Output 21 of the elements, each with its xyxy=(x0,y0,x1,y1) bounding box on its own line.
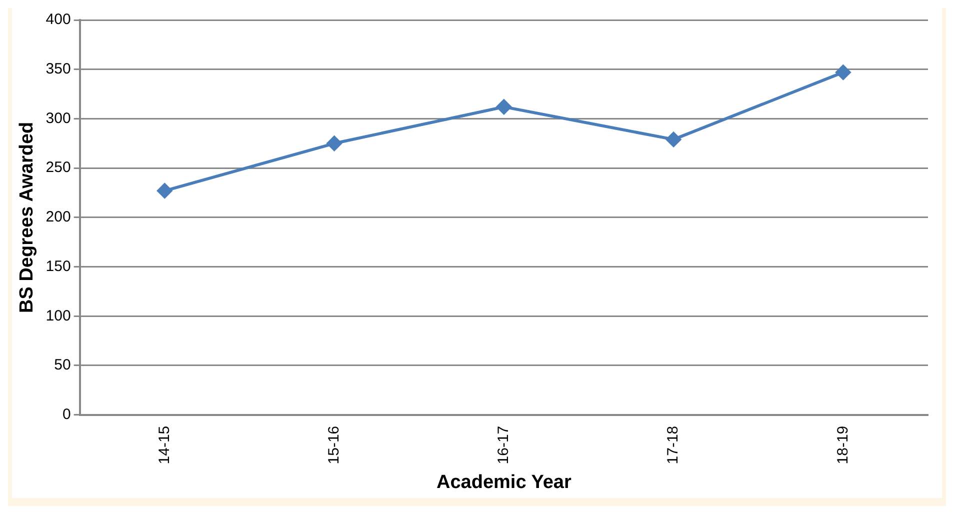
x-tick-label: 15-16 xyxy=(325,426,342,464)
point xyxy=(666,132,682,147)
x-tick-label: 14-15 xyxy=(156,426,173,464)
x-tick-label: 17-18 xyxy=(664,426,682,464)
y-axis-title: BS Degrees Awarded xyxy=(16,122,38,313)
point xyxy=(157,183,172,198)
point xyxy=(836,64,851,80)
y-tick-label: 250 xyxy=(46,159,71,176)
y-tick-label: 150 xyxy=(46,258,71,275)
y-tick-label: 200 xyxy=(46,208,71,226)
y-tick-label: 350 xyxy=(46,60,71,78)
y-tick-label: 400 xyxy=(46,11,71,28)
y-tick-label: 0 xyxy=(62,406,71,423)
point xyxy=(496,99,512,114)
y-tick-label: 50 xyxy=(54,356,71,374)
x-tick-label: 18-19 xyxy=(834,426,852,464)
point xyxy=(326,136,342,151)
y-tick-label: 100 xyxy=(46,307,71,324)
x-tick-label: 16-17 xyxy=(495,426,512,464)
y-tick-label: 300 xyxy=(46,110,71,127)
x-axis-title: Academic Year xyxy=(436,472,572,493)
